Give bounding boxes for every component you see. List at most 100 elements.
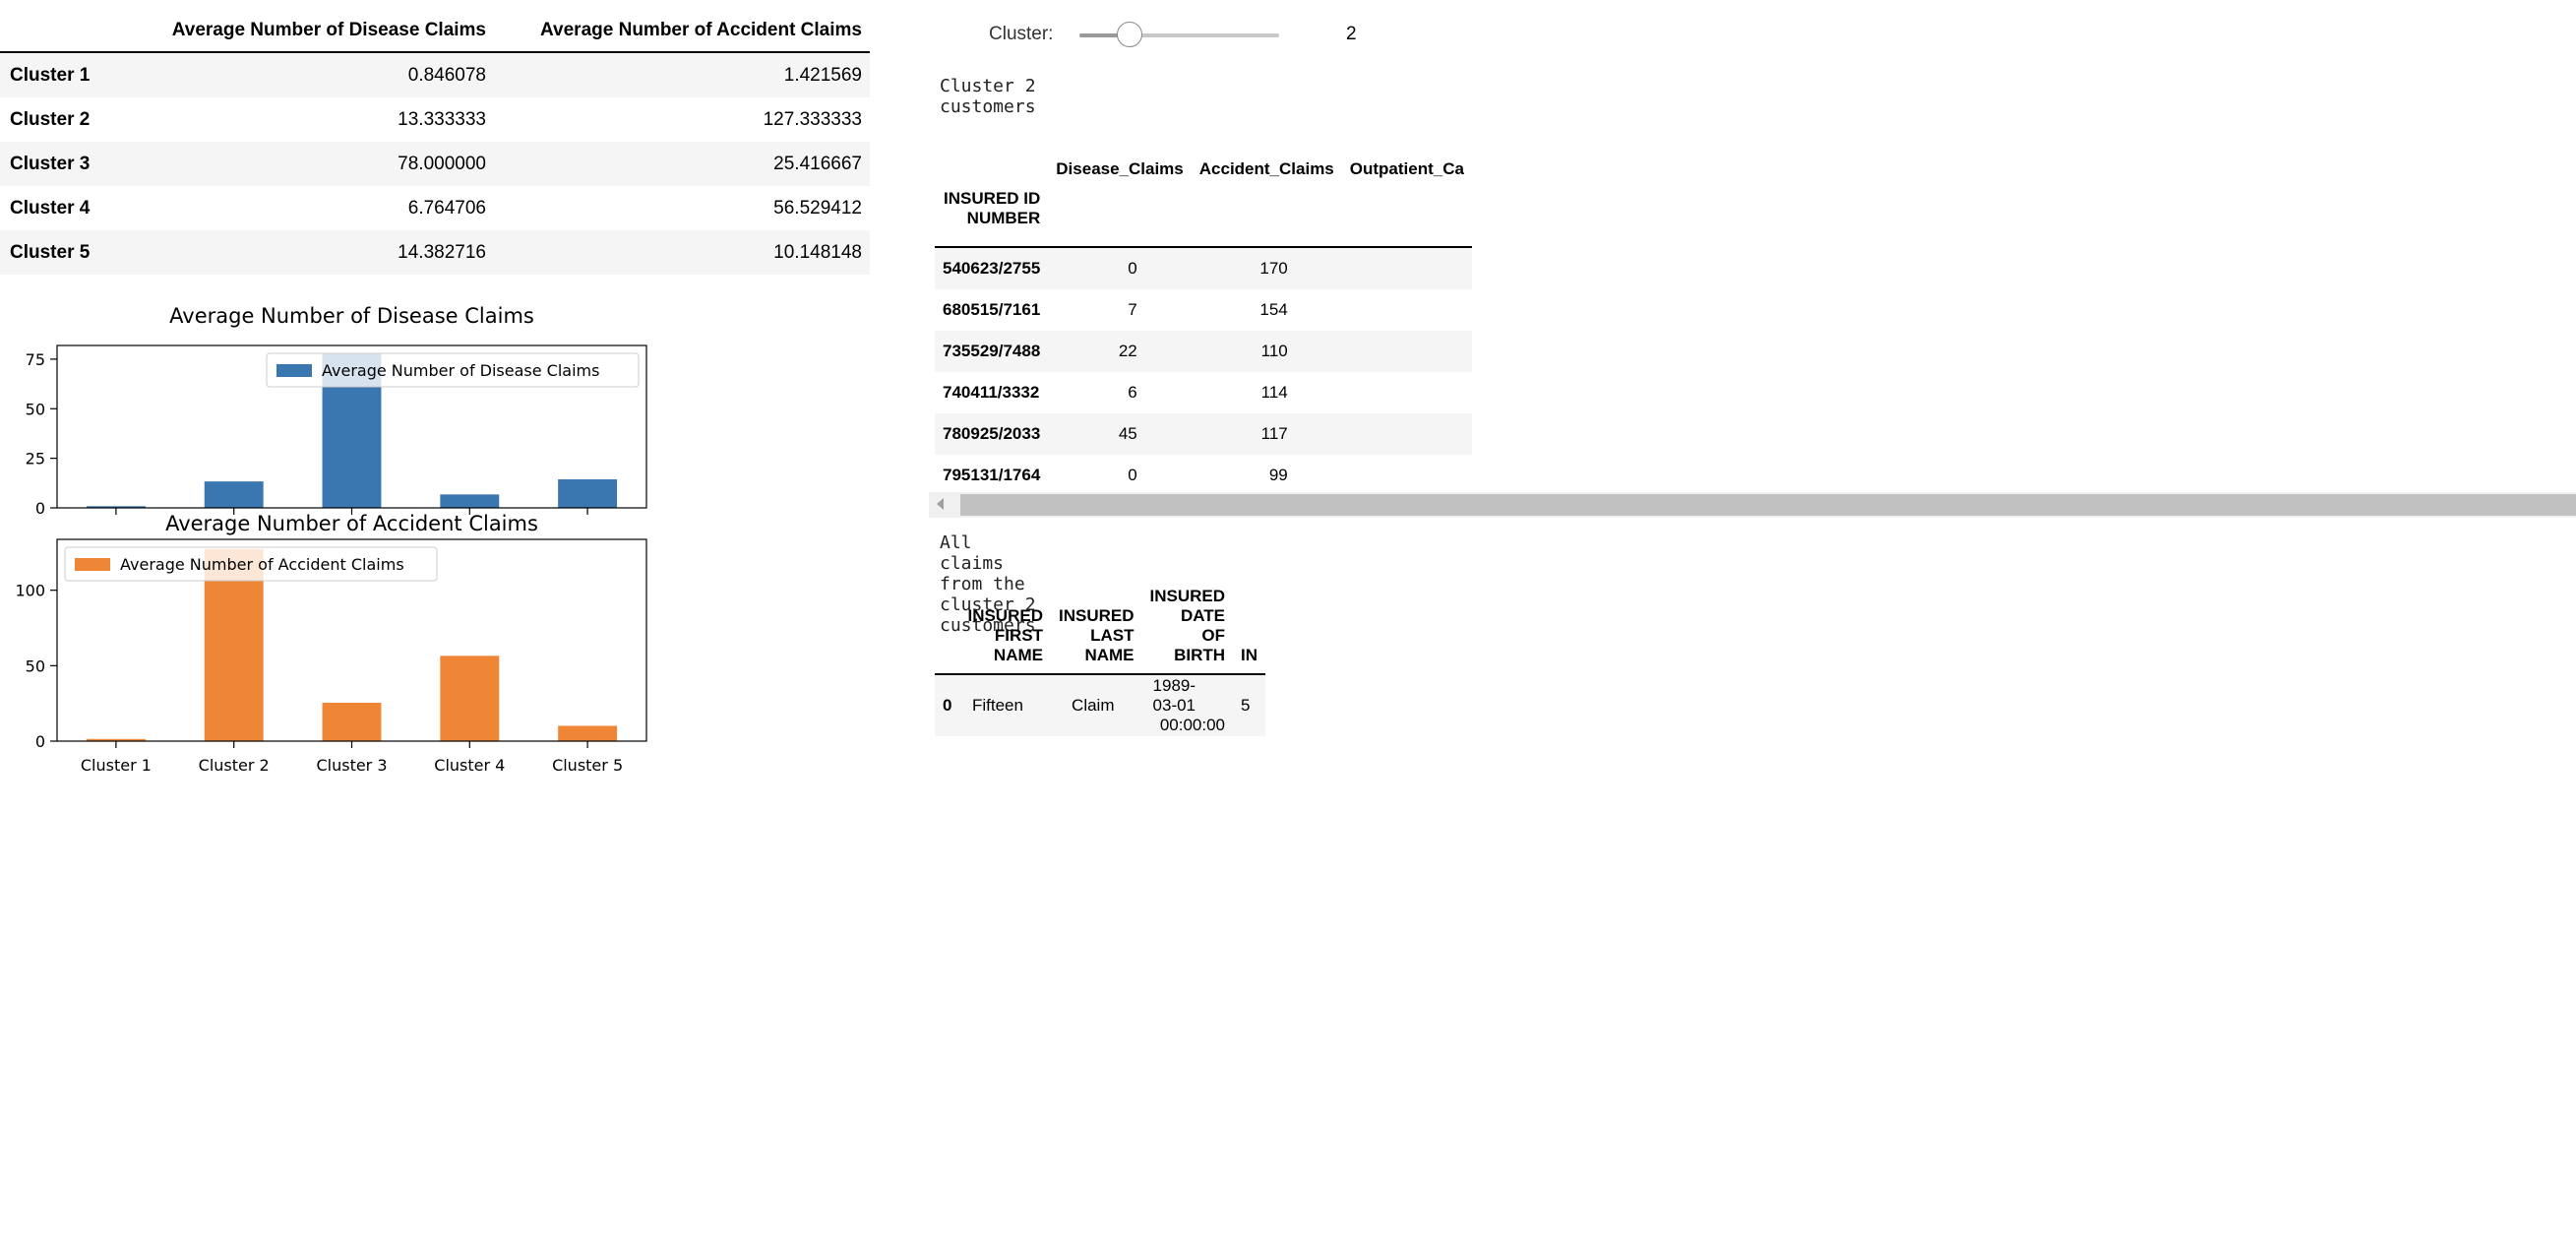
header-line: FIRST NAME: [993, 626, 1043, 664]
cell-accident: 114: [1260, 383, 1288, 402]
cell-disease: 78.000000: [398, 153, 486, 174]
chart-title: Average Number of Accident Claims: [165, 512, 538, 535]
blank-header: [1048, 179, 1192, 248]
cell-accident: 25.416667: [773, 153, 862, 174]
cell-disease: 22: [1118, 342, 1137, 360]
table-row: Cluster 2 13.333333 127.333333: [0, 97, 870, 142]
scroll-left-icon[interactable]: [937, 498, 944, 510]
index-name-line: NUMBER: [966, 209, 1041, 227]
cluster-slider[interactable]: [1079, 33, 1279, 37]
blank-header: [1191, 179, 1342, 248]
customers-caption: Cluster 2 customers: [940, 76, 1036, 117]
chart-2: 0 50 100 Cluster 1 Cluster 2 Cluster 3 Cluster…: [15, 512, 647, 775]
horizontal-scrollbar[interactable]: [929, 492, 2576, 518]
cluster-slider-value: 2: [1346, 24, 1357, 44]
slider-fill: [1079, 33, 1130, 37]
column-header: Disease_Claims: [1056, 159, 1184, 178]
row-id: 740411/3332: [943, 383, 1040, 402]
y-tick-label: 50: [26, 400, 45, 418]
cell-disease: 0.846078: [407, 64, 486, 86]
cell-disease: 7: [1128, 300, 1137, 319]
slider-handle[interactable]: [1116, 22, 1142, 47]
table-row: Cluster 4 6.764706 56.529412: [0, 186, 870, 230]
bar: [322, 703, 382, 741]
cell-last-name: Claim: [1072, 696, 1115, 715]
index-name-header: INSURED ID NUMBER: [935, 179, 1049, 248]
index-header: [935, 587, 960, 675]
cell-disease: 6: [1128, 383, 1137, 402]
header-line: INSURED DATE: [1149, 587, 1226, 625]
column-header: Average Number of Accident Claims: [494, 0, 870, 53]
table-row: Cluster 1 0.846078 1.421569: [0, 52, 870, 97]
x-tick-label: Cluster 5: [552, 756, 623, 775]
y-tick-label: 50: [26, 656, 45, 675]
cell-disease: 13.333333: [398, 108, 486, 130]
bar: [204, 481, 264, 508]
header-line: IN: [1241, 646, 1258, 664]
cell-outpatient: [1342, 289, 1472, 331]
x-tick-label: Cluster 4: [434, 756, 505, 775]
row-id: 680515/7161: [943, 300, 1041, 319]
column-header: INSURED LAST NAME: [1050, 587, 1142, 675]
blank-header: [1341, 179, 1472, 248]
row-id: 795131/1764: [943, 466, 1041, 484]
cluster-averages-table: Average Number of Disease Claims Average…: [0, 0, 870, 275]
row-id: 735529/7488: [943, 342, 1041, 360]
legend-box: [64, 546, 438, 582]
legend-box: [266, 352, 640, 388]
bar: [440, 494, 500, 508]
y-tick-label: 25: [26, 450, 45, 469]
column-header: INSURED DATE OF BIRTH: [1141, 587, 1234, 675]
row-id: 540623/2755: [943, 259, 1041, 278]
header-line: OF BIRTH: [1174, 626, 1226, 664]
table-row: 780925/2033 45 117: [935, 413, 1472, 455]
legend: Average Number of Accident Claims: [64, 546, 438, 582]
row-label: Cluster 4: [10, 197, 91, 219]
table-header-row: INSURED FIRST NAME INSURED LAST NAME INSUR…: [935, 587, 1266, 675]
table-row: Cluster 3 78.000000 25.416667: [0, 142, 870, 186]
scrollbar-thumb[interactable]: [960, 494, 2576, 516]
cluster-slider-label: Cluster:: [989, 24, 1054, 44]
cell-accident: 154: [1259, 300, 1288, 319]
bar: [558, 725, 618, 741]
dob-time: 00:00:00: [1159, 716, 1226, 734]
header-line: INSURED: [1058, 606, 1135, 625]
index-name-row: INSURED ID NUMBER: [935, 179, 1472, 248]
column-header: Average Number of Disease Claims: [114, 0, 494, 53]
row-label: Cluster 2: [10, 108, 91, 130]
cluster-claims-table: INSURED FIRST NAME INSURED LAST NAME INSUR…: [935, 587, 1266, 736]
legend-label: Average Number of Disease Claims: [322, 361, 599, 380]
column-header: Accident_Claims: [1198, 159, 1334, 178]
cell-accident: 1.421569: [783, 64, 862, 86]
table-row: 680515/7161 7 154: [935, 289, 1472, 331]
column-header: INSURED FIRST NAME: [959, 587, 1051, 675]
bar: [440, 656, 500, 741]
cluster-bar-charts: 0 25 50 75 Average Number of Disease Claims A…: [15, 304, 647, 775]
table-row: 735529/7488 22 110: [935, 331, 1472, 372]
bar: [86, 738, 146, 741]
table-row: 0 Fifteen Claim 1989-03-01 00:00:00 5: [935, 674, 1266, 736]
cell-outpatient: [1342, 372, 1472, 413]
y-tick-label: 0: [35, 499, 45, 518]
y-tick-label: 75: [26, 350, 45, 369]
row-index: 0: [943, 696, 952, 715]
row-label: Cluster 3: [10, 153, 91, 174]
cell-disease: 6.764706: [407, 197, 486, 219]
column-header: IN: [1233, 587, 1266, 675]
cell-first-name: Fifteen: [972, 696, 1023, 715]
cell-disease: 0: [1128, 259, 1137, 278]
column-header: Outpatient_Ca: [1349, 159, 1464, 178]
legend-swatch: [276, 364, 312, 377]
cluster-customers-table: Disease_Claims Accident_Claims Outpatien…: [935, 138, 1472, 496]
header-line: LAST NAME: [1084, 626, 1135, 664]
table-row: 740411/3332 6 114: [935, 372, 1472, 413]
cell-accident: 56.529412: [773, 197, 862, 219]
cell-outpatient: [1342, 247, 1472, 289]
y-tick-label: 100: [15, 582, 45, 600]
x-tick-label: Cluster 3: [316, 756, 387, 775]
cell-disease: 45: [1118, 424, 1137, 443]
x-tick-label: Cluster 1: [81, 756, 152, 775]
output-right-panel: Cluster: 2 Cluster 2 customers Disease_C…: [925, 0, 2576, 1250]
table-row: Cluster 5 14.382716 10.148148: [0, 230, 870, 275]
cell-disease: 14.382716: [398, 241, 486, 263]
